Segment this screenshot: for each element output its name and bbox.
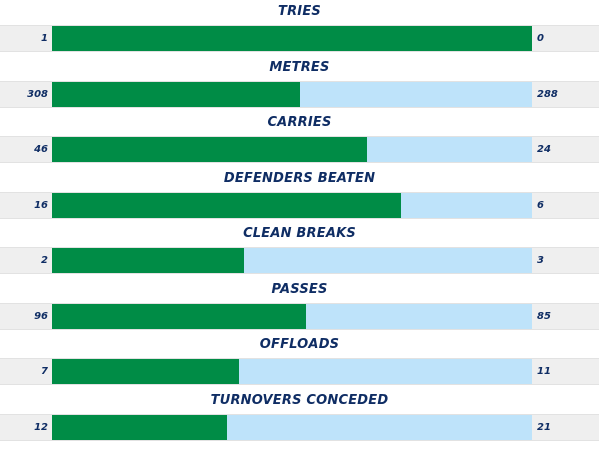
stat-row: 96 85 (0, 303, 599, 330)
stat-bar-track (52, 82, 532, 107)
stat-defenders-beaten: DEFENDERS BEATEN 16 6 (0, 167, 599, 223)
home-bar-fill (52, 193, 401, 218)
away-value: 21 (537, 422, 551, 433)
home-value: 308 (27, 89, 48, 100)
stat-title: TURNOVERS CONCEDED (210, 393, 389, 408)
home-bar-fill (52, 82, 300, 107)
stat-row: 7 11 (0, 358, 599, 385)
away-value: 288 (537, 89, 558, 100)
stat-title: TRIES (278, 4, 321, 19)
away-value: 11 (537, 366, 551, 377)
home-value: 7 (41, 366, 48, 377)
stat-title: METRES (269, 60, 330, 75)
away-value: 3 (537, 255, 544, 266)
home-value: 2 (41, 255, 48, 266)
away-value: 0 (537, 33, 544, 44)
home-bar-fill (52, 137, 367, 162)
home-bar-fill (52, 359, 239, 384)
away-value: 85 (537, 311, 551, 322)
home-bar-fill (52, 304, 306, 329)
stat-clean-breaks: CLEAN BREAKS 2 3 (0, 222, 599, 278)
stat-row: 16 6 (0, 192, 599, 219)
stat-bar-track (52, 248, 532, 273)
home-value: 16 (34, 200, 48, 211)
stat-title: CLEAN BREAKS (243, 226, 356, 241)
stat-row: 308 288 (0, 81, 599, 108)
stat-title: OFFLOADS (259, 337, 340, 352)
stat-bar-track (52, 26, 532, 51)
stat-bar-track (52, 137, 532, 162)
stat-passes: PASSES 96 85 (0, 278, 599, 334)
stat-turnovers-conceded: TURNOVERS CONCEDED 12 21 (0, 389, 599, 445)
stat-title: PASSES (271, 282, 328, 297)
stat-metres: METRES 308 288 (0, 56, 599, 112)
stat-title: CARRIES (267, 115, 332, 130)
stat-title: DEFENDERS BEATEN (223, 171, 376, 186)
away-value: 6 (537, 200, 544, 211)
home-value: 12 (34, 422, 48, 433)
away-value: 24 (537, 144, 551, 155)
stat-tries: TRIES 1 0 (0, 0, 599, 56)
stat-bar-track (52, 193, 532, 218)
home-value: 96 (34, 311, 48, 322)
stat-row: 46 24 (0, 136, 599, 163)
stat-bar-track (52, 304, 532, 329)
home-value: 46 (34, 144, 48, 155)
stat-offloads: OFFLOADS 7 11 (0, 333, 599, 389)
home-bar-fill (52, 26, 532, 51)
stat-bar-track (52, 415, 532, 440)
stat-row: 12 21 (0, 414, 599, 441)
stat-carries: CARRIES 46 24 (0, 111, 599, 167)
stat-bar-track (52, 359, 532, 384)
home-value: 1 (41, 33, 48, 44)
home-bar-fill (52, 248, 244, 273)
home-bar-fill (52, 415, 227, 440)
